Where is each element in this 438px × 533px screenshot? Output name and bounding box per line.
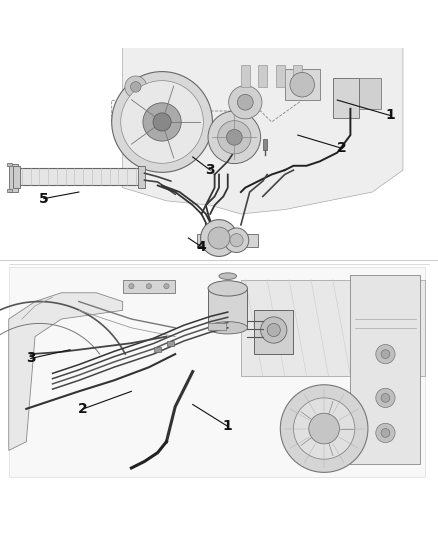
Circle shape bbox=[229, 86, 262, 119]
Bar bbox=[0, 260, 438, 486]
Bar bbox=[263, 140, 267, 150]
Bar bbox=[123, 280, 175, 293]
Bar bbox=[9, 266, 425, 477]
Circle shape bbox=[293, 398, 355, 459]
Bar bbox=[7, 189, 12, 192]
Bar bbox=[254, 310, 293, 354]
Circle shape bbox=[261, 317, 287, 343]
Bar bbox=[258, 65, 267, 87]
Bar bbox=[154, 347, 161, 352]
Circle shape bbox=[112, 71, 212, 172]
Polygon shape bbox=[9, 293, 123, 450]
Bar bbox=[208, 288, 247, 328]
Text: 5: 5 bbox=[39, 191, 49, 206]
Bar bbox=[333, 78, 359, 118]
Bar bbox=[241, 280, 425, 376]
Ellipse shape bbox=[219, 273, 237, 279]
Circle shape bbox=[129, 284, 134, 289]
Circle shape bbox=[376, 423, 395, 442]
Circle shape bbox=[143, 103, 181, 141]
Circle shape bbox=[201, 220, 237, 256]
Bar bbox=[293, 65, 302, 87]
Circle shape bbox=[224, 228, 249, 253]
Circle shape bbox=[208, 227, 230, 249]
Circle shape bbox=[376, 388, 395, 408]
Bar bbox=[359, 78, 381, 109]
Circle shape bbox=[267, 324, 280, 336]
Ellipse shape bbox=[208, 322, 247, 334]
Circle shape bbox=[153, 113, 171, 131]
Bar bbox=[13, 166, 20, 188]
Bar bbox=[197, 233, 258, 247]
Text: 1: 1 bbox=[223, 419, 233, 433]
Circle shape bbox=[381, 429, 390, 437]
Bar bbox=[9, 164, 18, 192]
Circle shape bbox=[208, 111, 261, 164]
Circle shape bbox=[381, 350, 390, 359]
Bar bbox=[285, 69, 320, 100]
Circle shape bbox=[226, 130, 242, 145]
Circle shape bbox=[280, 385, 368, 472]
Polygon shape bbox=[123, 47, 403, 214]
Text: 3: 3 bbox=[205, 163, 215, 177]
Text: 4: 4 bbox=[197, 240, 206, 254]
Text: 3: 3 bbox=[26, 351, 35, 366]
Bar bbox=[350, 275, 420, 464]
Circle shape bbox=[309, 413, 339, 444]
Bar bbox=[241, 65, 250, 87]
Circle shape bbox=[164, 284, 169, 289]
Ellipse shape bbox=[208, 281, 247, 296]
Circle shape bbox=[146, 284, 152, 289]
Bar bbox=[208, 324, 226, 330]
Circle shape bbox=[376, 344, 395, 364]
Circle shape bbox=[125, 76, 147, 98]
Bar bbox=[18, 168, 140, 185]
Bar bbox=[138, 166, 145, 188]
Text: 2: 2 bbox=[78, 402, 88, 416]
Circle shape bbox=[237, 94, 253, 110]
Text: 2: 2 bbox=[337, 141, 346, 155]
Bar bbox=[7, 163, 12, 166]
Circle shape bbox=[121, 80, 203, 163]
Bar bbox=[276, 65, 285, 87]
Circle shape bbox=[131, 82, 141, 92]
Text: 1: 1 bbox=[385, 108, 395, 123]
Circle shape bbox=[290, 72, 314, 97]
Circle shape bbox=[230, 233, 243, 247]
Circle shape bbox=[381, 393, 390, 402]
Circle shape bbox=[218, 120, 251, 154]
Bar bbox=[167, 341, 174, 346]
Bar bbox=[0, 47, 438, 260]
